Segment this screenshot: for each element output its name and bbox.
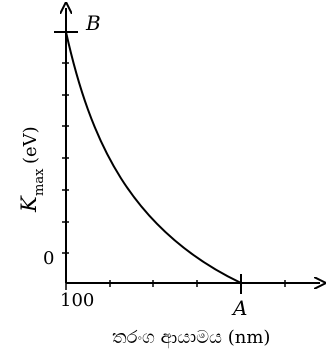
x-axis-ticks [65,274,286,294]
origin-label: 0 [43,248,54,269]
x-axis-label: තරංග ආයාමය (nm) [112,327,270,349]
y-axis-label: K max (eV) [17,126,47,213]
y-axis-label-unit: (eV) [20,126,41,164]
kmax-curve [65,31,242,284]
point-label-a: A [231,296,247,320]
y-axis-label-main: K [17,195,41,213]
y-axis-label-sub: max [32,168,47,196]
x-tick-label: 100 [60,290,94,311]
point-label-b: B [85,11,101,35]
